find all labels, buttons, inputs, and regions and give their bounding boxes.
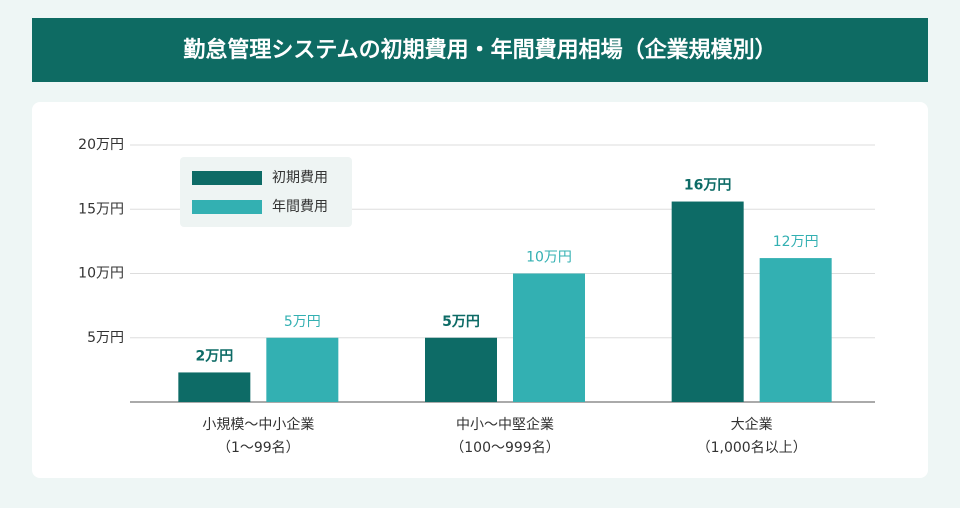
value-label: 10万円 xyxy=(526,250,572,266)
value-label: 2万円 xyxy=(195,348,233,364)
y-tick-label: 10万円 xyxy=(78,266,124,282)
chart-title: 勤怠管理システムの初期費用・年間費用相場（企業規模別） xyxy=(183,37,776,63)
x-tick-note: （100～999名） xyxy=(450,440,559,456)
bar xyxy=(178,372,251,402)
bar xyxy=(266,337,339,402)
x-tick-note: （1～99名） xyxy=(217,440,300,456)
title-banner xyxy=(32,18,928,82)
legend-label: 年間費用 xyxy=(272,199,328,215)
bar xyxy=(425,337,497,402)
x-tick-label: 中小～中堅企業 xyxy=(456,416,554,433)
bar xyxy=(759,258,832,402)
y-tick-label: 15万円 xyxy=(78,201,124,217)
legend-box xyxy=(180,157,352,227)
value-label: 5万円 xyxy=(284,314,321,330)
bar xyxy=(513,273,585,402)
x-tick-label: 大企業 xyxy=(731,416,773,433)
y-tick-label: 20万円 xyxy=(78,137,124,153)
legend-swatch xyxy=(192,200,262,214)
value-label: 16万円 xyxy=(684,178,731,194)
legend-label: 初期費用 xyxy=(272,169,328,186)
x-tick-note: （1,000名以上） xyxy=(697,440,807,456)
y-tick-label: 5万円 xyxy=(87,330,124,346)
bar xyxy=(671,201,744,402)
x-tick-label: 小規模～中小企業 xyxy=(202,416,314,433)
value-label: 12万円 xyxy=(773,234,819,250)
value-label: 5万円 xyxy=(442,314,480,330)
legend-swatch xyxy=(192,171,262,185)
